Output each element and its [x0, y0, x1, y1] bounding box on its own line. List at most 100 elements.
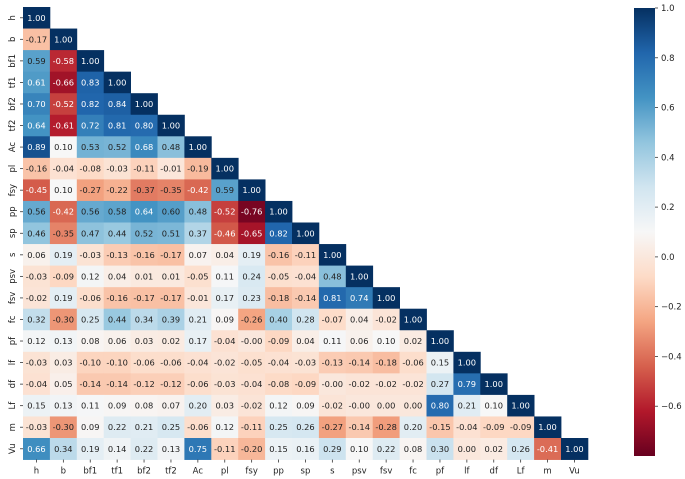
cell-value-label: 0.13	[54, 401, 72, 411]
cell-value-label: 0.15	[431, 358, 449, 368]
cell-value-label: -0.11	[241, 422, 262, 432]
heatmap-cell-lf-fsy	[238, 351, 266, 374]
cell-value-label: -0.05	[268, 271, 289, 281]
heatmap-cells: 1.00 -0.17 1.00 0.59 -0.58 1.00 0.61 -0.66 0.83 1…	[23, 7, 589, 460]
heatmap-cell-pp-pl	[211, 200, 239, 223]
heatmap-cell-lf-sp	[292, 351, 320, 374]
cell-value-label: -0.02	[375, 379, 396, 389]
y-tick-label: fsy	[8, 184, 18, 196]
heatmap-cell-fsv-pl	[211, 287, 239, 310]
heatmap-cell-pl-Ac	[184, 157, 212, 180]
heatmap-cell-df-fc	[399, 373, 427, 396]
cell-value-label: 0.44	[108, 228, 126, 238]
heatmap-cell-Lf-lf	[453, 394, 481, 417]
heatmap-cell-df-lf	[453, 373, 481, 396]
colorbar: 1.0 0.8 0.6 0.4 0.2 0.0 −0.2 −0.4 −0.6	[634, 4, 682, 456]
cell-value-label: 1.00	[269, 207, 287, 217]
cell-value-label: -0.65	[241, 228, 262, 238]
heatmap-cell-bf2-bf2	[130, 93, 158, 116]
cell-value-label: 1.00	[54, 34, 72, 44]
cell-value-label: 0.08	[404, 444, 422, 454]
cell-value-label: -0.10	[106, 358, 127, 368]
heatmap-cell-Ac-b	[49, 136, 78, 159]
heatmap-cell-pf-s	[318, 330, 347, 353]
heatmap-cell-tf1-bf1	[76, 71, 105, 94]
heatmap-cell-psv-bf2	[130, 265, 158, 288]
heatmap-cell-psv-b	[49, 265, 78, 288]
cell-value-label: 0.10	[54, 142, 72, 152]
x-tick-label: fc	[409, 467, 417, 477]
heatmap-cell-m-bf1	[76, 416, 105, 439]
heatmap-cell-psv-fsy	[238, 265, 266, 288]
cell-value-label: 0.19	[54, 250, 72, 260]
cell-value-label: -0.14	[295, 293, 316, 303]
y-tick-label: fsv	[8, 292, 18, 304]
cell-value-label: 0.40	[269, 314, 287, 324]
cell-value-label: -0.16	[26, 164, 47, 174]
heatmap-cell-pp-bf1	[76, 200, 105, 223]
cell-value-label: 0.11	[216, 271, 234, 281]
heatmap-cell-Vu-Lf	[507, 438, 535, 460]
heatmap-cell-s-pp	[265, 244, 293, 266]
heatmap-cell-fsv-tf1	[103, 287, 131, 310]
cell-value-label: 0.48	[162, 142, 180, 152]
cell-value-label: 0.30	[431, 444, 449, 454]
heatmap-cell-fc-pp	[265, 308, 293, 331]
colorbar-tick-label: 0.0	[661, 253, 675, 263]
heatmap-cell-fsy-bf2	[130, 179, 158, 202]
cell-value-label: -0.17	[160, 250, 181, 260]
cell-value-label: 0.70	[27, 99, 45, 109]
y-tick-label: sp	[8, 228, 18, 238]
cell-value-label: -0.16	[106, 293, 127, 303]
heatmap-cell-df-b	[49, 373, 78, 396]
cell-value-label: 0.22	[108, 422, 126, 432]
heatmap-cell-pp-Ac	[184, 200, 212, 223]
cell-value-label: -0.04	[53, 164, 74, 174]
heatmap-cell-Lf-bf1	[76, 394, 105, 417]
cell-value-label: 0.13	[162, 444, 180, 454]
cell-value-label: -0.17	[26, 34, 47, 44]
cell-value-label: 0.82	[269, 228, 287, 238]
cell-value-label: 0.19	[54, 293, 72, 303]
cell-value-label: 1.00	[81, 56, 99, 66]
heatmap-cell-Lf-fc	[399, 394, 427, 417]
heatmap-cell-pf-pp	[265, 330, 293, 353]
cell-value-label: 0.21	[135, 422, 153, 432]
x-tick-label: pp	[273, 467, 284, 477]
cell-value-label: 1.00	[242, 185, 260, 195]
heatmap-cell-bf2-tf1	[103, 93, 131, 116]
cell-value-label: 0.15	[27, 401, 45, 411]
cell-value-label: -0.41	[537, 444, 558, 454]
cell-value-label: -0.11	[295, 250, 316, 260]
heatmap-cell-Lf-tf2	[157, 394, 185, 417]
x-tick-label: Lf	[517, 467, 526, 477]
heatmap-cell-Vu-s	[318, 438, 347, 460]
cell-value-label: 1.00	[485, 379, 503, 389]
heatmap-cell-pl-b	[49, 157, 78, 180]
cell-value-label: 0.07	[162, 401, 180, 411]
cell-value-label: 1.00	[377, 293, 395, 303]
cell-value-label: -0.09	[483, 422, 504, 432]
cell-value-label: -0.06	[187, 422, 208, 432]
heatmap-cell-Vu-bf2	[130, 438, 158, 460]
colorbar-tick-label: 0.8	[661, 54, 675, 64]
cell-value-label: 0.68	[135, 142, 153, 152]
heatmap-cell-psv-h	[23, 265, 51, 288]
heatmap-cell-psv-pl	[211, 265, 239, 288]
cell-value-label: -0.14	[349, 422, 370, 432]
cell-value-label: -0.00	[241, 336, 262, 346]
cell-value-label: -0.45	[26, 185, 47, 195]
colorbar-tick-label: −0.6	[661, 402, 682, 412]
cell-value-label: 0.03	[135, 336, 153, 346]
cell-value-label: -0.05	[187, 271, 208, 281]
cell-value-label: -0.16	[268, 250, 289, 260]
colorbar-gradient	[634, 8, 655, 456]
cell-value-label: 0.82	[81, 99, 99, 109]
heatmap-cell-fsv-psv	[345, 287, 374, 310]
cell-value-label: -0.76	[241, 207, 262, 217]
heatmap-cell-pf-sp	[292, 330, 320, 353]
heatmap-cell-bf2-b	[49, 93, 78, 116]
heatmap-cell-Vu-h	[23, 438, 51, 460]
x-tick-label: m	[543, 467, 551, 477]
heatmap-cell-tf2-bf1	[76, 114, 105, 137]
